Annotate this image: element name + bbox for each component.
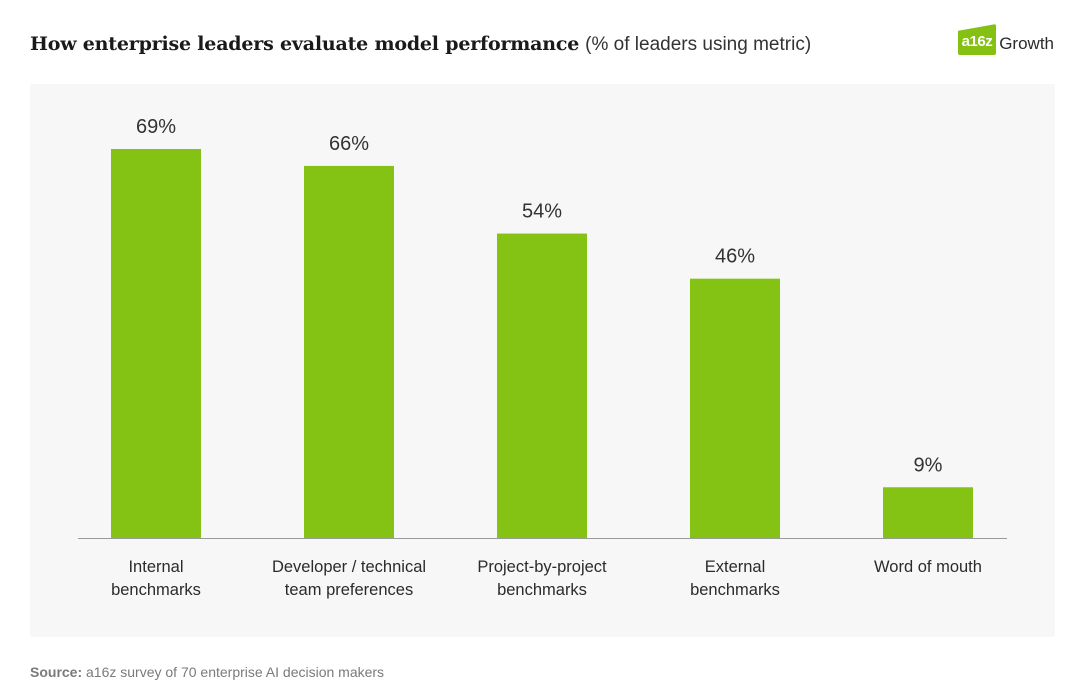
source-text: a16z survey of 70 enterprise AI decision…: [86, 664, 385, 680]
chart-card: 69% Internal benchmarks 66% Developer / tech…: [30, 84, 1055, 637]
category-label-3-line-0: External: [705, 558, 766, 576]
category-label-2-line-1: benchmarks: [497, 581, 587, 599]
category-label-0-line-0: Internal: [128, 558, 183, 576]
value-label-4: 9%: [914, 454, 943, 476]
category-label-1-line-0: Developer / technical: [272, 558, 426, 576]
bar-1: [304, 165, 394, 539]
bar-chart: 69% Internal benchmarks 66% Developer / tech…: [78, 116, 1007, 599]
category-label-2-line-0: Project-by-project: [477, 558, 607, 576]
value-label-1: 66%: [329, 133, 369, 155]
chart-subtitle: (% of leaders using metric): [585, 34, 812, 55]
category-label-0-line-1: benchmarks: [111, 581, 201, 599]
value-label-0: 69%: [136, 116, 176, 138]
bar-4: [883, 487, 973, 538]
bar-2: [497, 233, 587, 538]
value-label-3: 46%: [715, 246, 755, 268]
source-note: Source: a16z survey of 70 enterprise AI …: [30, 664, 384, 680]
a16z-growth-logo: a16z Growth: [957, 24, 1054, 55]
bar-0: [111, 149, 201, 538]
value-label-2: 54%: [522, 201, 562, 223]
category-label-1-line-1: team preferences: [285, 581, 413, 599]
logo-text: Growth: [999, 33, 1054, 53]
chart-title-row: How enterprise leaders evaluate model pe…: [30, 32, 811, 56]
chart-title: How enterprise leaders evaluate model pe…: [30, 33, 580, 55]
category-label-4-line-0: Word of mouth: [874, 558, 982, 576]
category-label-3-line-1: benchmarks: [690, 581, 780, 599]
a16z-logo-mark: a16z: [957, 24, 997, 55]
source-label: Source:: [30, 664, 83, 680]
bar-3: [690, 278, 780, 538]
